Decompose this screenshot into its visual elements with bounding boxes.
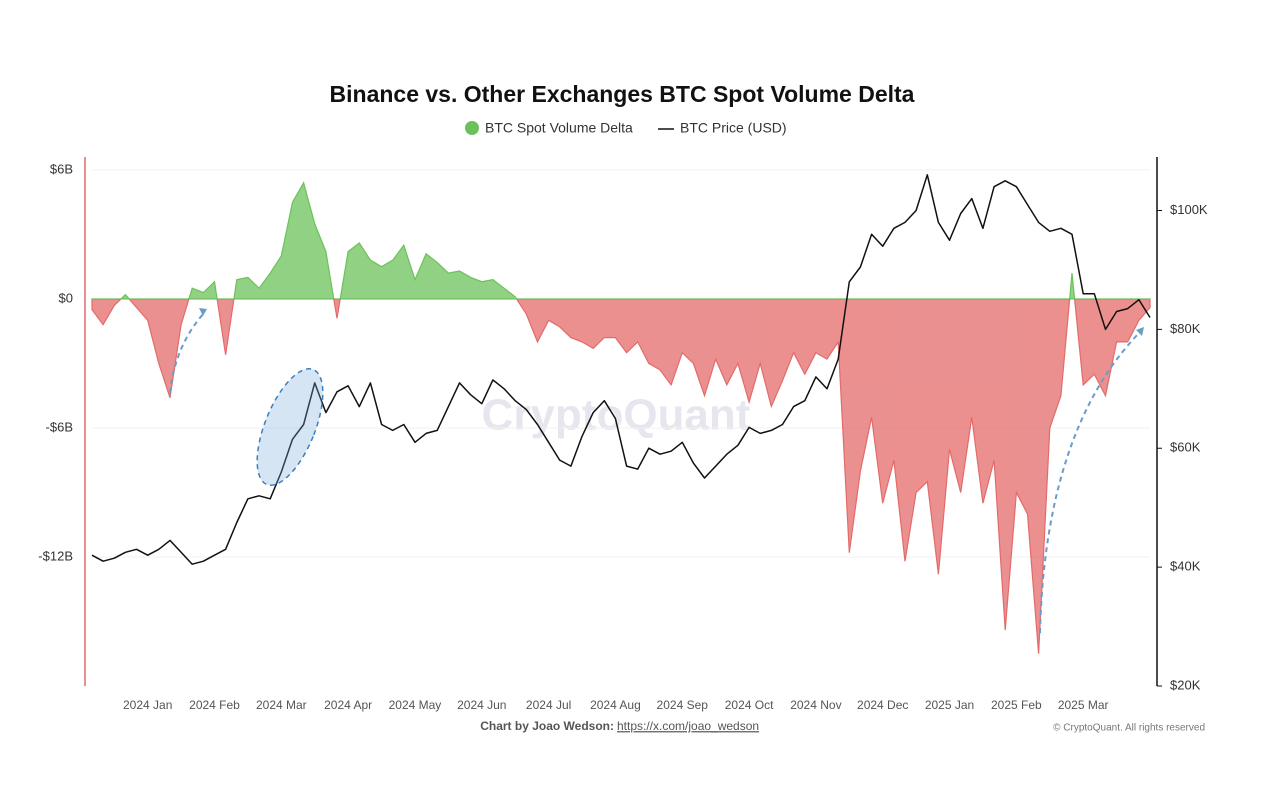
y-tick-label: $6B — [50, 161, 73, 176]
x-tick-label: 2024 Jun — [457, 698, 506, 712]
x-tick-label: 2025 Mar — [1058, 698, 1109, 712]
credit: Chart by Joao Wedson: — [480, 719, 614, 733]
y2-tick-label: $80K — [1170, 321, 1201, 336]
x-tick-label: 2024 Apr — [324, 698, 372, 712]
arrow-head — [199, 308, 207, 316]
x-tick-label: 2024 Mar — [256, 698, 307, 712]
y-tick-label: $0 — [59, 290, 73, 305]
delta-area — [91, 181, 1151, 654]
credit-link[interactable]: https://x.com/joao_wedson — [617, 719, 759, 733]
annotation-arrow — [169, 311, 206, 394]
legend-label: BTC Price (USD) — [680, 120, 787, 136]
y-tick-label: -$6B — [46, 419, 73, 434]
chart-title: Binance vs. Other Exchanges BTC Spot Vol… — [330, 81, 915, 107]
y-tick-label: -$12B — [38, 548, 73, 563]
x-tick-label: 2024 Oct — [725, 698, 774, 712]
y2-tick-label: $100K — [1170, 202, 1208, 217]
x-tick-label: 2025 Jan — [925, 698, 974, 712]
legend-label: BTC Spot Volume Delta — [485, 120, 633, 136]
arrow-head — [1136, 327, 1144, 336]
x-tick-label: 2024 Nov — [790, 698, 841, 712]
x-tick-label: 2025 Feb — [991, 698, 1042, 712]
x-tick-label: 2024 Sep — [657, 698, 709, 712]
x-tick-label: 2024 May — [389, 698, 442, 712]
copyright: © CryptoQuant. All rights reserved — [1053, 723, 1205, 734]
x-tick-label: 2024 Jan — [123, 698, 172, 712]
y2-tick-label: $20K — [1170, 677, 1201, 692]
legend-swatch — [465, 121, 479, 135]
x-tick-label: 2024 Dec — [857, 698, 908, 712]
x-tick-label: 2024 Jul — [526, 698, 571, 712]
y2-tick-label: $60K — [1170, 440, 1201, 455]
price-line — [91, 174, 1151, 565]
annotation-arrow — [1039, 331, 1141, 634]
y2-tick-label: $40K — [1170, 559, 1201, 574]
x-tick-label: 2024 Feb — [189, 698, 240, 712]
x-tick-label: 2024 Aug — [590, 698, 641, 712]
highlight-ellipse — [256, 368, 324, 486]
watermark: CryptoQuant — [482, 391, 751, 440]
